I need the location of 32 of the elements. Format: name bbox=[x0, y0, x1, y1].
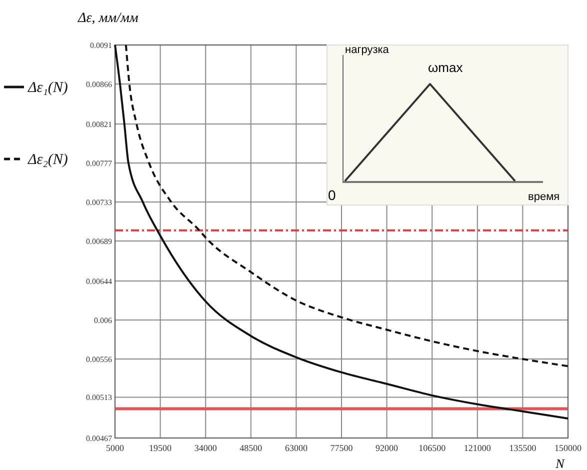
x-tick-label: 135500 bbox=[509, 443, 537, 453]
x-tick-label: 92000 bbox=[376, 443, 399, 453]
x-tick-label: 19500 bbox=[149, 443, 172, 453]
y-tick-label: 0.006 bbox=[94, 316, 112, 326]
annotation: ωmax bbox=[428, 60, 464, 75]
y-tick-label: 0.00689 bbox=[86, 237, 112, 246]
annotation: нагрузка bbox=[345, 44, 390, 56]
legend-label: Δε₁(N) bbox=[27, 80, 68, 96]
x-tick-label: 63000 bbox=[284, 443, 308, 453]
y-tick-label: 0.00513 bbox=[86, 393, 112, 402]
x-tick-label: 48500 bbox=[240, 443, 263, 453]
line-series bbox=[124, 44, 569, 368]
x-tick-label: 34000 bbox=[194, 443, 218, 453]
legend-label: Δε₂(N) bbox=[27, 152, 68, 168]
y-tick-label: 0.00866 bbox=[86, 80, 112, 90]
annotation: время bbox=[528, 191, 560, 203]
y-tick-label: 0.00733 bbox=[86, 198, 112, 208]
annotation: 0 bbox=[328, 187, 336, 203]
x-tick-label: 5000 bbox=[106, 443, 124, 453]
y-tick-label: 0.00644 bbox=[86, 276, 112, 286]
y-tick-label: 0.00821 bbox=[86, 120, 112, 129]
y-axis-title: Δε, мм/мм bbox=[77, 11, 138, 26]
x-tick-label: 106500 bbox=[418, 443, 446, 453]
y-tick-label: 0.0091 bbox=[90, 41, 112, 50]
x-axis-title: N bbox=[554, 456, 566, 470]
x-tick-label: 150000 bbox=[554, 443, 582, 453]
y-tick-label: 0.00777 bbox=[86, 158, 112, 168]
x-tick-label: 121000 bbox=[464, 443, 492, 453]
x-tick-label: 77500 bbox=[330, 443, 354, 453]
y-tick-label: 0.00556 bbox=[86, 355, 112, 364]
line-series bbox=[114, 44, 569, 420]
y-tick-label: 0.00467 bbox=[86, 434, 112, 443]
